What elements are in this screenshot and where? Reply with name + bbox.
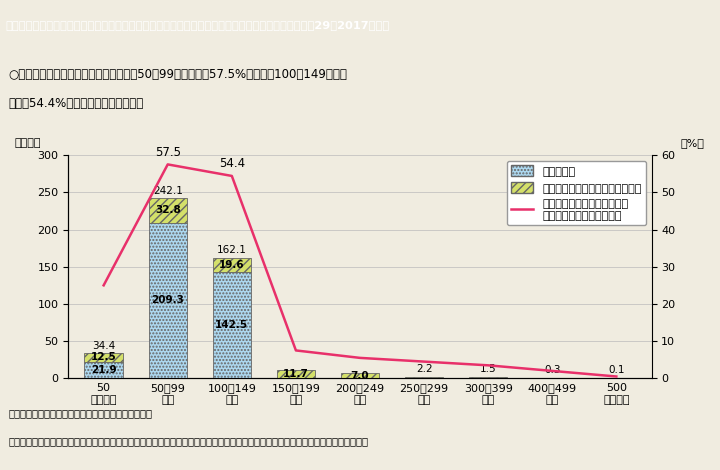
Bar — [84, 362, 123, 378]
Text: 7.0: 7.0 — [351, 371, 369, 381]
Text: （万人）: （万人） — [14, 138, 41, 149]
Text: 0.1: 0.1 — [608, 365, 625, 376]
Text: ○有配偶の非正規雇用女性では、所得が50〜99万円の者の57.5%、所得が100〜149万円の: ○有配偶の非正規雇用女性では、所得が50〜99万円の者の57.5%、所得が100… — [9, 68, 348, 81]
Text: （備考）１．総務省「就業構造基本調査」より作成。: （備考）１．総務省「就業構造基本調査」より作成。 — [9, 408, 153, 418]
Text: 57.5: 57.5 — [155, 146, 181, 159]
Bar — [212, 272, 251, 378]
Bar — [276, 369, 315, 378]
Text: 242.1: 242.1 — [153, 186, 183, 196]
Text: 54.4: 54.4 — [219, 157, 245, 170]
Bar — [405, 377, 444, 378]
Text: 11.7: 11.7 — [283, 369, 309, 379]
Text: 0.3: 0.3 — [544, 365, 560, 375]
Text: 162.1: 162.1 — [217, 245, 247, 256]
Bar — [212, 258, 251, 272]
Bar — [84, 353, 123, 362]
Bar — [148, 223, 187, 378]
Text: 1.5: 1.5 — [480, 364, 497, 374]
Text: 者の54.4%が就業調整をしている。: 者の54.4%が就業調整をしている。 — [9, 97, 144, 110]
Text: 21.9: 21.9 — [91, 365, 117, 375]
Text: ９－１図　就業調整をしている非正規雇用労働者の女性の数・割合（配偶関係、所得階級別）（平成29（2017）年）: ９－１図 就業調整をしている非正規雇用労働者の女性の数・割合（配偶関係、所得階級… — [6, 20, 390, 30]
Text: 2.2: 2.2 — [415, 364, 433, 374]
Text: 19.6: 19.6 — [219, 260, 245, 270]
Text: 34.4: 34.4 — [92, 341, 115, 351]
Legend: 配偶者あり, 配偶者なし（配偶関係不詳含む）, 就業調整している女性の割合
（配偶者あり）（右目盛）: 配偶者あり, 配偶者なし（配偶関係不詳含む）, 就業調整している女性の割合 （配… — [507, 161, 646, 225]
Text: ２．「収入を一定の金額以下に抑えるために就業時間や日数を調整しますか」との問に対する「している」との回答を集計。: ２．「収入を一定の金額以下に抑えるために就業時間や日数を調整しますか」との問に対… — [9, 436, 369, 446]
Text: （%）: （%） — [680, 138, 704, 149]
Text: 209.3: 209.3 — [151, 296, 184, 306]
Text: 32.8: 32.8 — [155, 205, 181, 215]
Bar — [148, 198, 187, 223]
Bar — [341, 373, 379, 378]
Text: 142.5: 142.5 — [215, 321, 248, 330]
Text: 12.5: 12.5 — [91, 352, 117, 362]
Bar — [469, 377, 508, 378]
